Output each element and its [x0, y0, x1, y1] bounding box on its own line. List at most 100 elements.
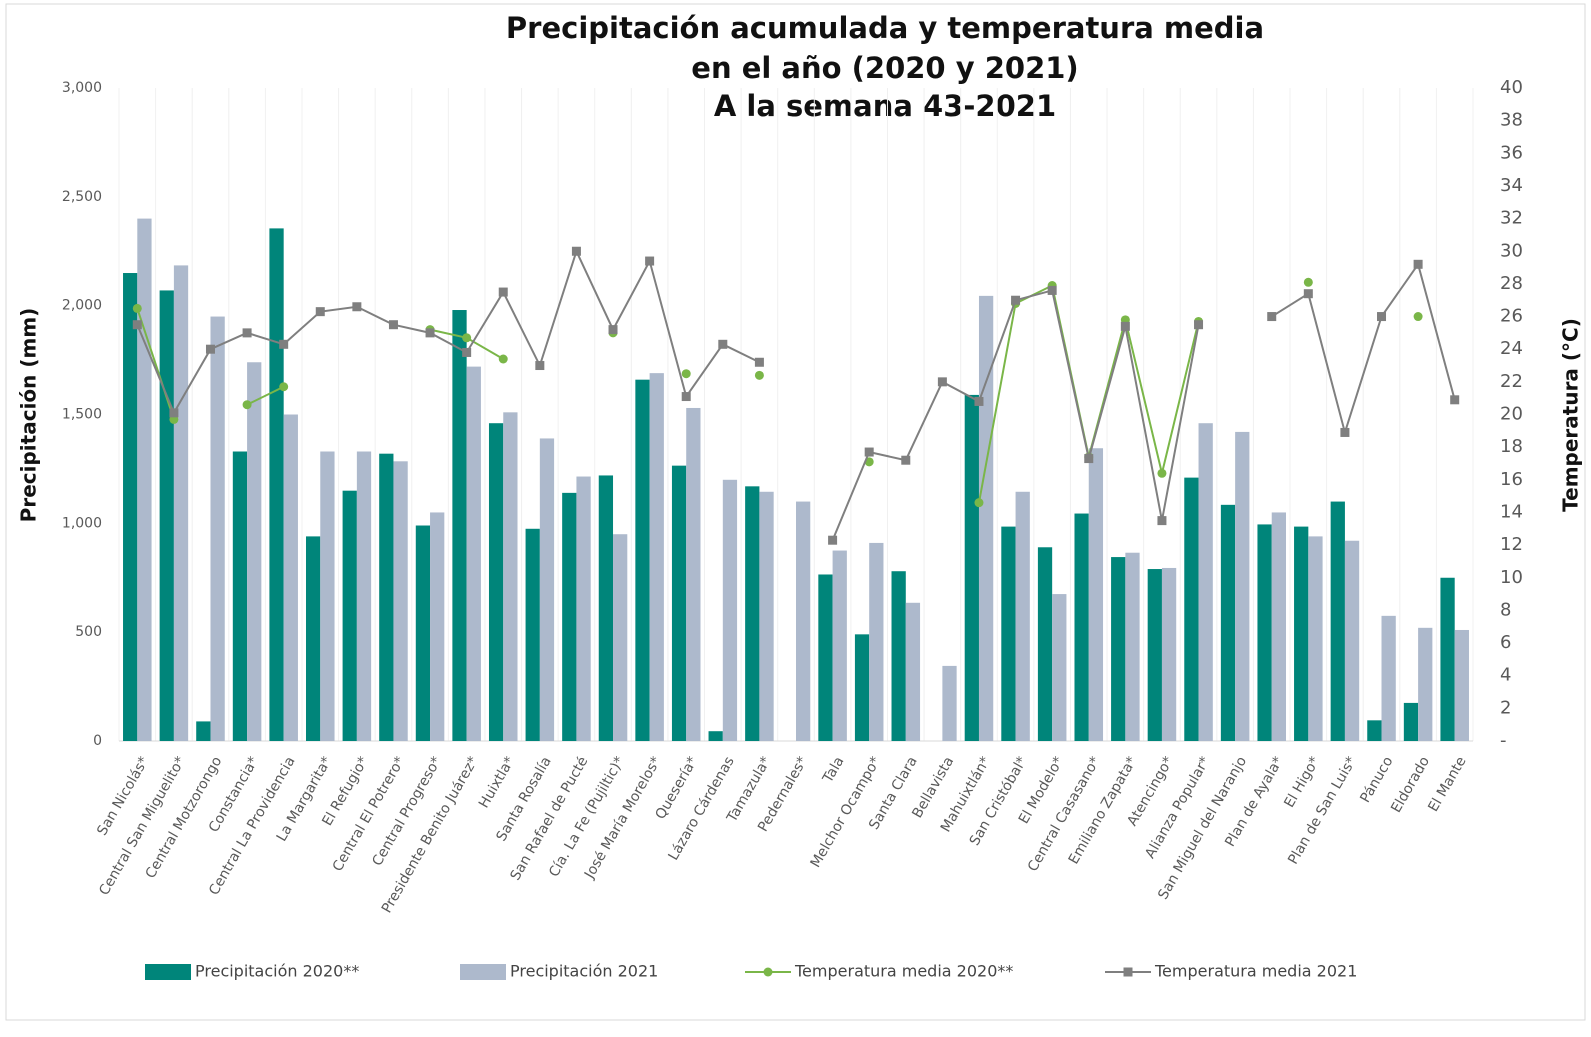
marker — [1084, 454, 1094, 464]
bar — [576, 476, 591, 741]
y-tick-label: 1,500 — [62, 407, 102, 423]
bar — [356, 451, 372, 741]
y2-tick-label: 34 — [1500, 175, 1523, 196]
y2-tick-label: 12 — [1500, 534, 1523, 555]
bar — [635, 379, 650, 741]
y2-tick-label: 18 — [1500, 436, 1523, 457]
marker — [132, 303, 142, 313]
marker — [937, 377, 947, 387]
marker — [205, 344, 215, 354]
marker — [1450, 395, 1460, 405]
bar — [466, 366, 481, 741]
y2-tick-label: - — [1500, 730, 1507, 751]
y2-tick-label: 14 — [1500, 501, 1523, 522]
bar — [379, 453, 394, 741]
y2-tick-label: 16 — [1500, 469, 1523, 490]
x-tick-label: Lázaro Cárdenas — [665, 754, 737, 863]
y2-tick-label: 20 — [1500, 404, 1523, 425]
y-tick-label: 0 — [93, 733, 102, 749]
bar — [1052, 594, 1067, 741]
marker — [1340, 427, 1350, 437]
bar — [1344, 540, 1360, 741]
bar — [1147, 569, 1162, 741]
y2-tick-label: 8 — [1500, 599, 1511, 620]
marker — [1377, 312, 1387, 322]
bar — [978, 295, 994, 741]
marker — [1267, 312, 1277, 322]
bar — [415, 525, 431, 741]
marker — [645, 256, 655, 266]
marker — [681, 392, 691, 402]
marker — [1413, 259, 1423, 269]
chart-title: en el año (2020 y 2021) — [691, 51, 1078, 85]
bar — [1088, 448, 1104, 741]
marker — [681, 369, 691, 379]
bar — [1198, 423, 1213, 741]
bar — [1220, 504, 1236, 741]
y2-axis-title: Temperatura (°C) — [1559, 318, 1583, 512]
bar — [488, 423, 504, 741]
bar — [503, 412, 518, 741]
x-tick-label: El Higo* — [1281, 754, 1323, 811]
marker — [352, 302, 362, 312]
x-tick-label: Plan de San Luis* — [1285, 754, 1360, 867]
bar — [430, 512, 445, 741]
marker — [462, 333, 472, 343]
bar — [1271, 512, 1287, 741]
bar — [1235, 431, 1250, 741]
legend-label: Precipitación 2020** — [195, 962, 359, 981]
bar — [598, 475, 614, 741]
marker — [279, 339, 289, 349]
bar — [613, 534, 628, 741]
bar — [283, 414, 298, 741]
marker — [1303, 289, 1313, 299]
marker — [1011, 295, 1021, 305]
marker — [1303, 277, 1313, 287]
marker — [498, 354, 508, 364]
legend-marker — [763, 967, 773, 977]
bar — [671, 465, 687, 741]
bar — [708, 731, 723, 741]
marker — [1157, 468, 1167, 478]
y2-tick-label: 2 — [1500, 697, 1511, 718]
bar — [869, 542, 884, 741]
bar — [722, 479, 738, 741]
bar — [832, 550, 847, 741]
bar — [942, 665, 957, 741]
y-tick-label: 1,000 — [62, 515, 102, 531]
bar — [1184, 477, 1199, 741]
marker — [315, 307, 325, 317]
bar — [342, 490, 357, 741]
marker — [425, 328, 435, 338]
bar — [159, 290, 174, 741]
bar — [796, 501, 811, 741]
bar — [232, 451, 248, 741]
bar — [1074, 513, 1089, 741]
marker — [571, 246, 581, 256]
y2-tick-label: 10 — [1500, 567, 1523, 588]
y2-tick-label: 36 — [1500, 142, 1523, 163]
bar — [1161, 567, 1177, 741]
marker — [828, 535, 838, 545]
bar — [818, 574, 833, 741]
bar — [649, 373, 664, 741]
bar — [452, 310, 467, 741]
y-tick-label: 3,000 — [62, 80, 102, 96]
y2-tick-label: 40 — [1500, 77, 1523, 98]
y2-tick-label: 26 — [1500, 306, 1523, 327]
bar — [1111, 557, 1126, 741]
marker — [462, 347, 472, 357]
marker — [498, 287, 508, 297]
legend-swatch — [460, 964, 506, 980]
bar — [305, 536, 321, 741]
bar — [1294, 526, 1309, 741]
y2-tick-label: 24 — [1500, 338, 1523, 359]
line — [136, 248, 1456, 541]
marker — [608, 325, 618, 335]
y2-tick-label: 22 — [1500, 371, 1523, 392]
marker — [864, 447, 874, 457]
bar — [1403, 702, 1419, 741]
marker — [242, 400, 252, 410]
bar — [525, 528, 540, 741]
